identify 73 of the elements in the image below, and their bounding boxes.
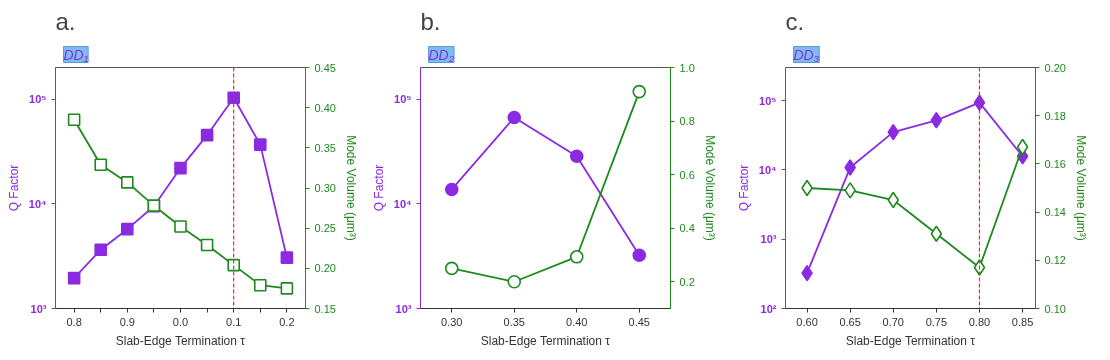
y2-tick-label: 0.10 <box>1044 302 1066 315</box>
y2-tick-label: 0.40 <box>314 101 336 114</box>
x-axis-title: Slab-Edge Termination τ <box>115 333 246 348</box>
point <box>227 91 240 104</box>
y-tick-label: 10⁵ <box>759 94 777 107</box>
y-tick-label: 10⁵ <box>29 93 47 106</box>
x-axis-title: Slab-Edge Termination τ <box>480 333 611 348</box>
y2-tick-label: 0.14 <box>1044 206 1066 219</box>
y2-axis-title: Mode Volume (μm³) <box>1073 135 1088 241</box>
y2-tick-label: 0.8 <box>679 115 695 128</box>
x-tick-label: 0.45 <box>628 315 650 328</box>
x-tick-label: 0.9 <box>119 315 135 328</box>
y-axis-title: Q Factor <box>371 164 386 212</box>
x-tick-label: 0.60 <box>796 315 818 328</box>
point <box>200 128 214 142</box>
x-tick-label: 0.2 <box>279 315 295 328</box>
y2-tick-label: 0.6 <box>679 168 695 181</box>
x-tick-label: 0.70 <box>882 315 904 328</box>
x-tick-label: 0.85 <box>1011 315 1034 328</box>
point <box>253 138 267 151</box>
y2-tick-label: 0.12 <box>1044 254 1066 267</box>
point <box>507 110 522 125</box>
point <box>930 112 943 129</box>
chart-title: a. <box>55 7 76 35</box>
y2-tick-label: 0.30 <box>314 182 336 194</box>
chart-subtitle: DD₃ <box>793 46 820 63</box>
y-tick-label: 10⁴ <box>758 163 777 176</box>
y2-tick-label: 0.18 <box>1044 109 1066 122</box>
y2-tick-label: 0.35 <box>314 141 336 154</box>
point <box>844 159 856 176</box>
point <box>280 251 294 264</box>
x-tick-label: 0.30 <box>441 315 463 328</box>
point <box>94 243 108 257</box>
y-tick-label: 10⁴ <box>393 197 412 210</box>
point <box>569 149 584 164</box>
y-tick-label: 10² <box>760 302 777 315</box>
chart-title: b. <box>420 7 441 35</box>
x-tick-label: 0.8 <box>66 315 82 328</box>
point <box>887 123 900 141</box>
y2-tick-label: 0.4 <box>679 222 695 235</box>
x-tick-label: 0.65 <box>839 315 861 328</box>
y2-tick-label: 0.2 <box>679 275 695 288</box>
point <box>632 248 647 263</box>
chart-subtitle: DD₁ <box>63 46 89 63</box>
y2-tick-label: 0.15 <box>314 302 336 315</box>
point <box>121 222 134 236</box>
x-tick-label: 0.75 <box>925 315 948 328</box>
point <box>67 271 81 285</box>
x-tick-label: 0.35 <box>503 315 525 328</box>
y2-axis-title: Mode Volume (μm³) <box>343 135 358 241</box>
y-tick-label: 10⁵ <box>394 93 412 106</box>
y2-tick-label: 0.25 <box>314 222 336 235</box>
y-axis-title: Q Factor <box>736 164 751 212</box>
x-tick-label: 0.40 <box>566 315 588 328</box>
chart-subtitle: DD₂ <box>428 46 455 63</box>
y-tick-label: 10⁴ <box>28 197 47 210</box>
y-axis-title: Q Factor <box>6 164 21 212</box>
x-tick-label: 0.0 <box>172 315 189 328</box>
y2-tick-label: 0.16 <box>1044 157 1066 170</box>
y2-tick-label: 0.20 <box>314 262 336 275</box>
x-tick-label: 0.80 <box>968 315 991 328</box>
y2-tick-label: 0.20 <box>1044 61 1066 74</box>
y2-tick-label: 1.0 <box>679 61 695 74</box>
point <box>444 182 459 197</box>
y2-axis-title: Mode Volume (μm³) <box>702 135 717 241</box>
x-axis-title: Slab-Edge Termination τ <box>845 333 976 348</box>
chart-title: c. <box>785 7 805 35</box>
x-tick-label: 0.1 <box>226 315 242 328</box>
point <box>174 161 187 175</box>
y2-tick-label: 0.45 <box>314 61 336 74</box>
y-tick-label: 10³ <box>30 302 47 315</box>
y-tick-label: 10³ <box>395 302 412 315</box>
y-tick-label: 10³ <box>760 233 777 246</box>
